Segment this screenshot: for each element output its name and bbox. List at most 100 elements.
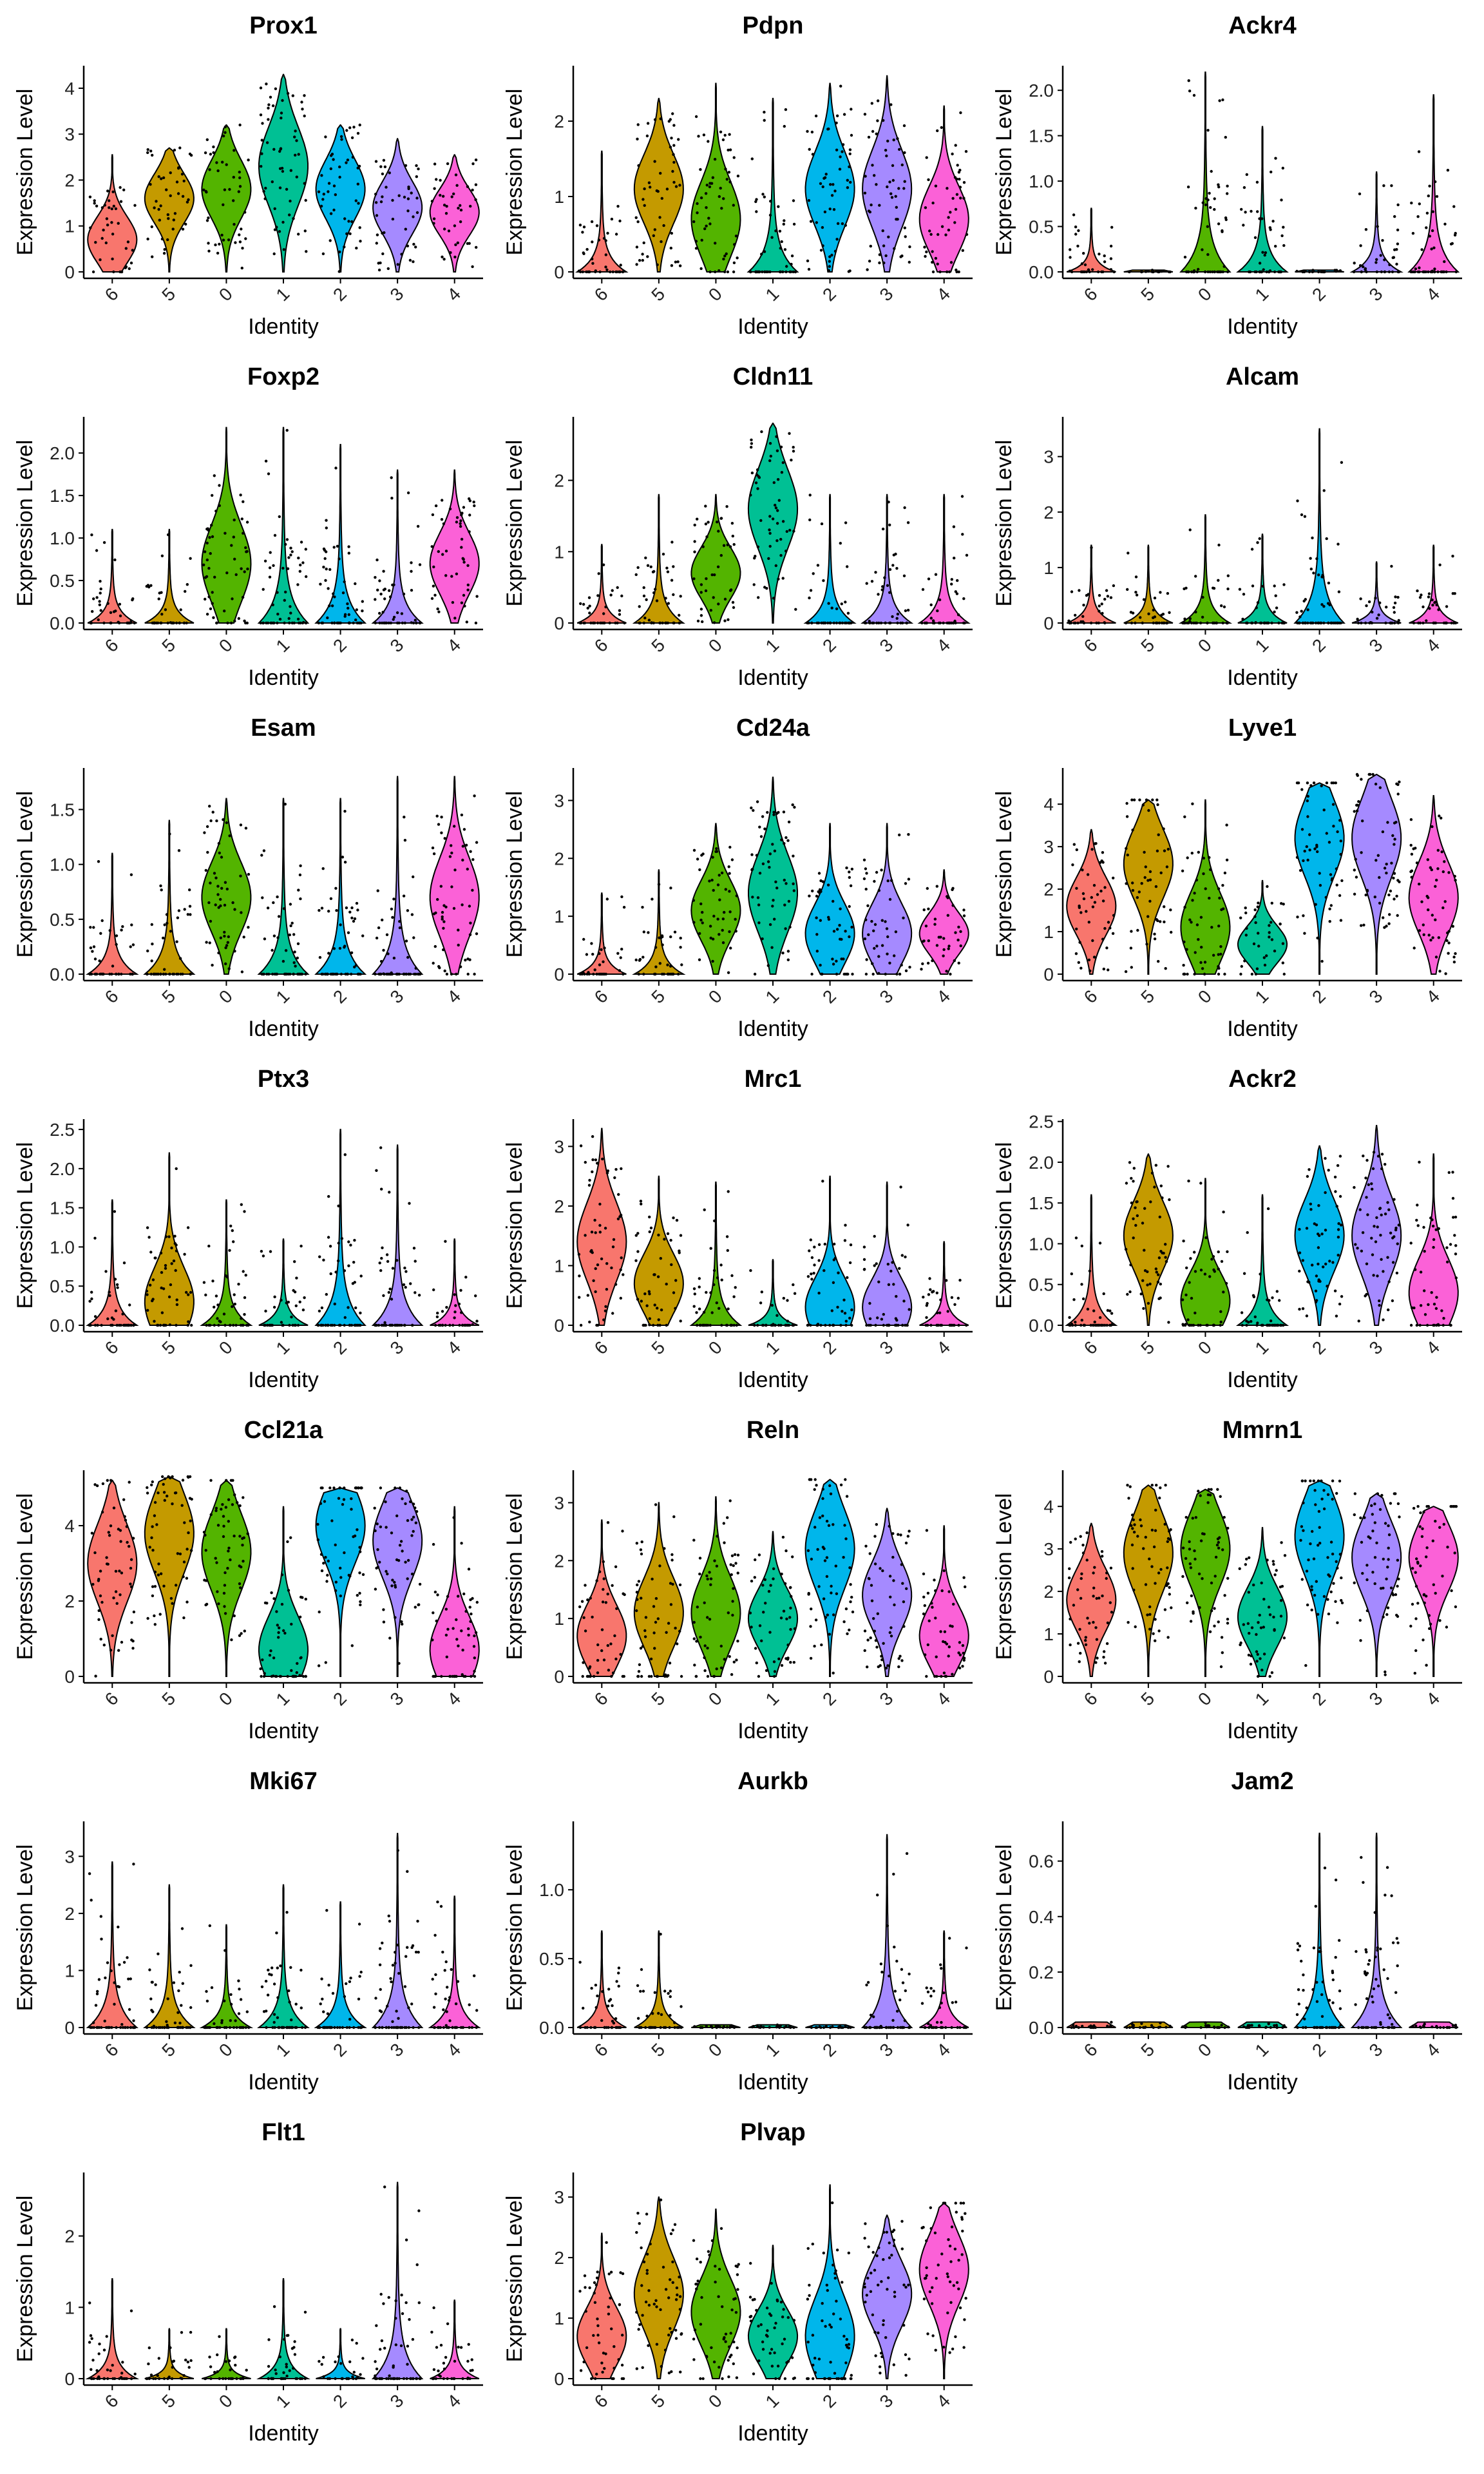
- point: [385, 186, 388, 189]
- point: [1112, 914, 1116, 917]
- point: [1268, 924, 1271, 927]
- point: [358, 1550, 362, 1553]
- point: [756, 468, 759, 472]
- point: [596, 1658, 600, 1662]
- y-axis-title: Expression Level: [992, 791, 1016, 958]
- point: [1152, 608, 1156, 612]
- point: [616, 621, 619, 625]
- point: [1376, 225, 1379, 228]
- point: [233, 908, 236, 911]
- point: [734, 930, 737, 933]
- point: [265, 1602, 269, 1605]
- point: [412, 1515, 415, 1519]
- point: [865, 958, 868, 961]
- point: [238, 1582, 242, 1586]
- point: [1080, 270, 1083, 274]
- point: [768, 852, 772, 856]
- point: [393, 1580, 396, 1584]
- point: [1385, 925, 1388, 928]
- violin-6: [85, 852, 139, 975]
- point: [884, 972, 888, 976]
- point: [703, 1656, 706, 1660]
- point: [1301, 1259, 1305, 1262]
- point: [1166, 591, 1170, 595]
- point: [471, 162, 475, 166]
- point: [216, 1590, 219, 1593]
- point: [338, 557, 341, 561]
- point: [374, 193, 377, 196]
- point: [868, 260, 871, 263]
- point: [164, 1267, 167, 1270]
- point: [460, 1629, 463, 1633]
- point: [338, 270, 341, 273]
- point: [240, 517, 243, 521]
- x-tick-label: 4: [933, 283, 954, 305]
- point: [460, 1542, 463, 1545]
- point: [1376, 854, 1380, 858]
- point: [453, 1310, 457, 1314]
- point: [906, 521, 910, 524]
- point: [105, 1556, 108, 1559]
- point: [243, 1629, 246, 1633]
- y-tick-label: 1: [64, 216, 75, 236]
- point: [1130, 798, 1134, 801]
- point: [296, 583, 300, 586]
- point: [1409, 818, 1413, 821]
- point: [734, 1286, 737, 1289]
- point: [819, 182, 823, 186]
- point: [433, 1674, 437, 1678]
- point: [320, 1569, 324, 1573]
- points-2: [1295, 269, 1342, 274]
- point: [150, 923, 153, 926]
- x-tick-label: 1: [761, 1337, 783, 1358]
- point: [381, 918, 384, 922]
- point: [1353, 892, 1356, 896]
- point: [434, 504, 438, 508]
- point: [444, 1633, 448, 1637]
- point: [404, 1270, 408, 1273]
- x-tick-label: 3: [1365, 1337, 1387, 1358]
- point: [397, 194, 401, 197]
- point: [402, 972, 405, 976]
- point: [846, 565, 849, 568]
- point: [209, 551, 212, 555]
- x-tick-label: 0: [705, 635, 726, 656]
- point: [231, 1305, 234, 1309]
- point: [1192, 621, 1195, 625]
- point: [379, 1525, 383, 1529]
- point: [432, 1611, 435, 1615]
- point: [1365, 888, 1369, 892]
- point: [1101, 899, 1105, 903]
- point: [598, 952, 601, 955]
- point: [239, 494, 242, 497]
- point: [1163, 621, 1166, 625]
- point: [175, 621, 178, 625]
- point: [1278, 1299, 1281, 1302]
- point: [701, 620, 704, 624]
- point: [729, 1323, 733, 1327]
- point: [608, 621, 611, 625]
- x-tick-label: 3: [876, 635, 897, 656]
- point: [392, 618, 395, 621]
- point: [868, 210, 872, 214]
- point: [345, 232, 348, 235]
- point: [1325, 832, 1328, 835]
- point: [414, 1506, 417, 1510]
- point: [1329, 621, 1333, 625]
- point: [353, 965, 356, 969]
- point: [1188, 918, 1192, 921]
- point: [189, 557, 192, 560]
- point: [602, 621, 605, 625]
- point: [1199, 1182, 1203, 1185]
- point: [352, 126, 356, 129]
- point: [185, 1290, 188, 1294]
- panel-title: Ccl21a: [244, 1417, 323, 1444]
- point: [1146, 1270, 1149, 1274]
- point: [415, 621, 418, 625]
- point: [283, 621, 286, 625]
- point: [329, 1272, 332, 1276]
- point: [902, 1299, 906, 1303]
- point: [1253, 236, 1257, 239]
- x-tick-label: 5: [647, 283, 669, 305]
